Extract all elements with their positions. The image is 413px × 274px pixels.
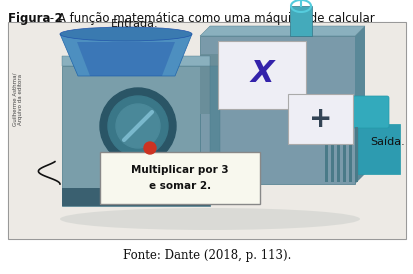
FancyBboxPatch shape (342, 96, 388, 128)
Circle shape (100, 88, 176, 164)
Text: Fonte: Dante (2018, p. 113).: Fonte: Dante (2018, p. 113). (123, 250, 290, 262)
Text: Saída.: Saída. (370, 137, 404, 147)
Text: Multiplicar por 3: Multiplicar por 3 (131, 165, 228, 175)
Text: Figura 2: Figura 2 (8, 12, 63, 25)
FancyBboxPatch shape (199, 36, 354, 184)
Polygon shape (62, 56, 209, 66)
FancyBboxPatch shape (330, 127, 333, 182)
Ellipse shape (60, 27, 192, 41)
FancyBboxPatch shape (354, 127, 357, 182)
Circle shape (144, 142, 156, 154)
Text: Guilherme Asthma/
Arquivo da editora: Guilherme Asthma/ Arquivo da editora (12, 72, 24, 126)
Text: X: X (249, 59, 273, 87)
FancyBboxPatch shape (62, 188, 209, 206)
Circle shape (116, 104, 159, 148)
FancyBboxPatch shape (289, 6, 311, 36)
FancyBboxPatch shape (336, 127, 339, 182)
Polygon shape (77, 42, 175, 76)
Polygon shape (209, 66, 219, 206)
FancyBboxPatch shape (342, 127, 345, 182)
FancyBboxPatch shape (357, 124, 399, 174)
FancyBboxPatch shape (100, 152, 259, 204)
Polygon shape (199, 26, 364, 36)
FancyBboxPatch shape (348, 127, 351, 182)
FancyBboxPatch shape (287, 94, 352, 144)
FancyBboxPatch shape (218, 41, 305, 109)
FancyBboxPatch shape (62, 66, 209, 206)
FancyBboxPatch shape (199, 54, 219, 114)
Polygon shape (60, 34, 192, 76)
Text: - A função matemática como uma máquina de calcular: - A função matemática como uma máquina d… (46, 12, 374, 25)
Ellipse shape (60, 208, 359, 230)
FancyBboxPatch shape (9, 23, 404, 238)
FancyBboxPatch shape (324, 127, 327, 182)
Circle shape (108, 96, 168, 156)
Text: e somar 2.: e somar 2. (149, 181, 211, 191)
Text: +: + (308, 105, 331, 133)
Polygon shape (354, 26, 364, 184)
FancyBboxPatch shape (8, 22, 405, 239)
Text: Entrada.: Entrada. (111, 19, 159, 29)
